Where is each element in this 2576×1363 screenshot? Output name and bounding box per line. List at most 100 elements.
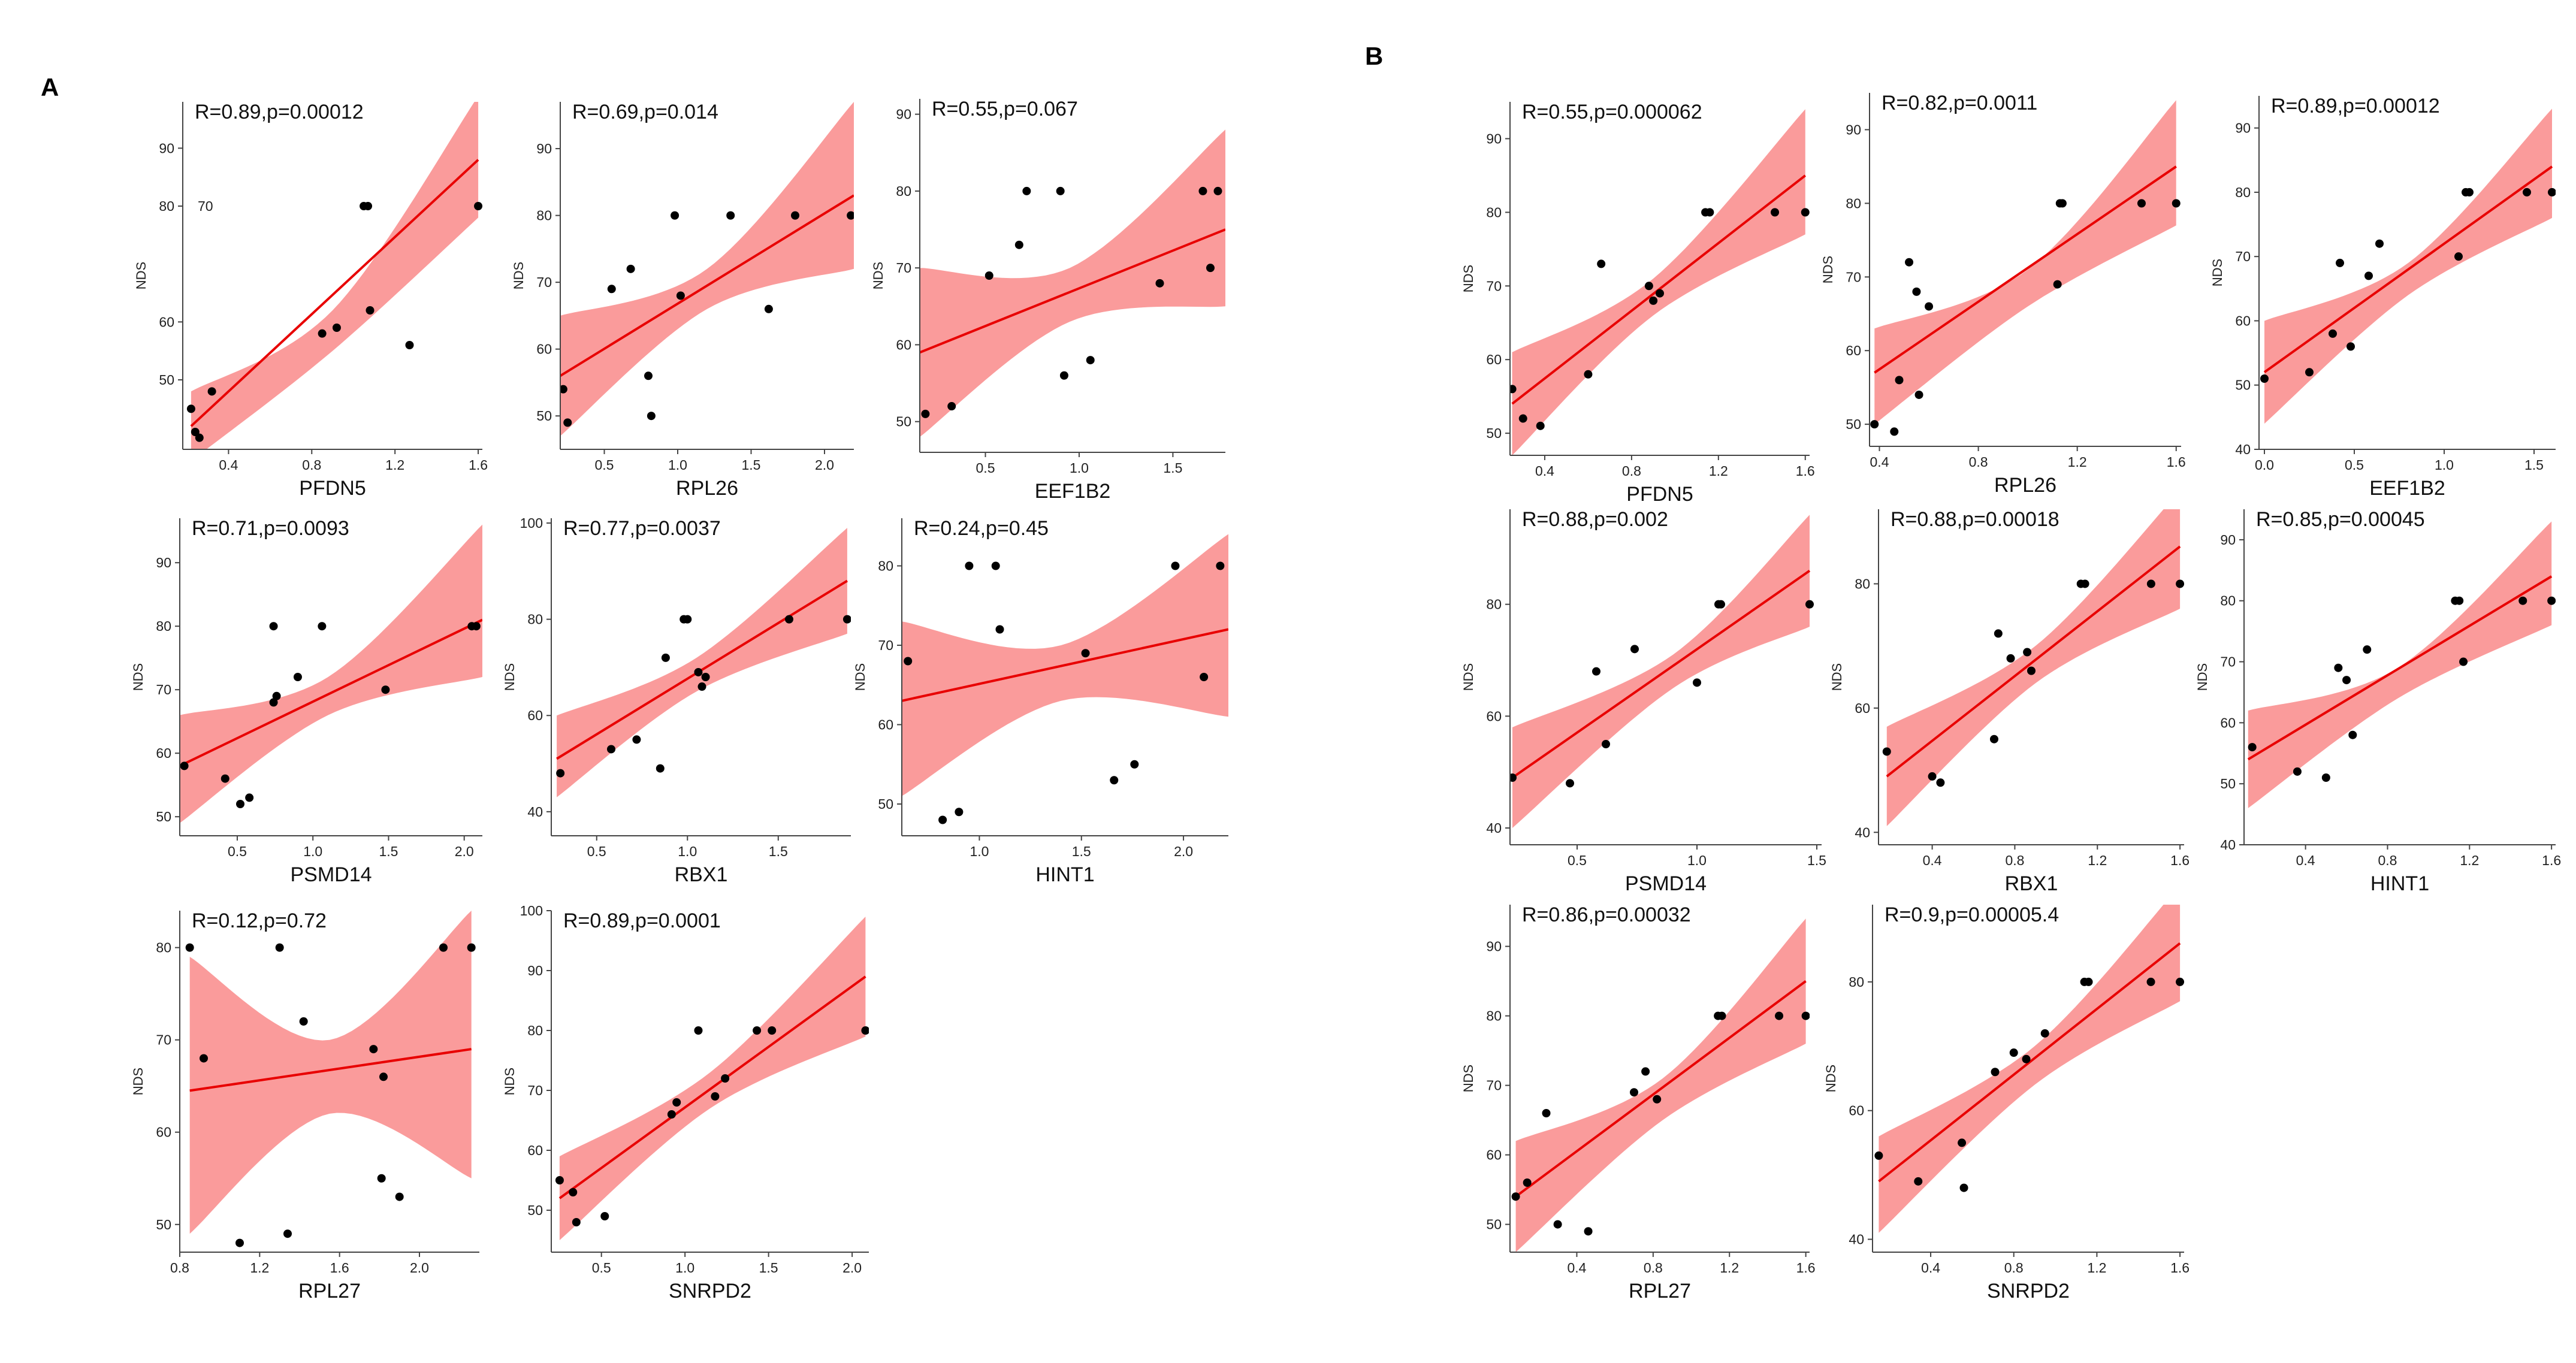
data-point — [2364, 271, 2373, 280]
data-point — [694, 1026, 703, 1035]
data-point — [221, 774, 229, 783]
data-point — [701, 673, 710, 681]
x-tick-label: 0.8 — [1969, 454, 1988, 470]
x-axis-label: HINT1 — [1035, 863, 1094, 886]
y-tick-label: 60 — [2235, 313, 2251, 328]
y-tick-label: 80 — [159, 198, 174, 214]
data-point — [1959, 1183, 1968, 1192]
data-point — [572, 1218, 581, 1226]
data-point — [2022, 1054, 2031, 1063]
plot-area — [560, 102, 854, 436]
annotation-text: 70 — [198, 198, 213, 214]
data-point — [366, 306, 375, 315]
confidence-band — [1879, 905, 2181, 1233]
y-tick-label: 80 — [527, 612, 543, 627]
x-tick-label: 0.8 — [170, 1260, 189, 1276]
x-tick-label: 1.2 — [2088, 853, 2107, 868]
data-point — [1022, 186, 1031, 195]
x-tick-label: 0.5 — [587, 844, 606, 859]
data-point — [2375, 239, 2384, 248]
plot-area — [555, 917, 869, 1240]
data-point — [1994, 629, 2003, 638]
data-point — [472, 622, 481, 631]
data-point — [647, 412, 656, 421]
x-tick-label: 1.6 — [2170, 1260, 2190, 1276]
x-tick-label: 2.0 — [455, 844, 474, 859]
data-point — [1155, 279, 1164, 288]
data-point — [560, 385, 567, 394]
data-point — [395, 1192, 404, 1201]
data-point — [1171, 561, 1180, 570]
data-point — [991, 561, 1000, 570]
data-point — [474, 202, 482, 210]
x-axis-label: PSMD14 — [290, 863, 372, 886]
x-tick-label: 2.0 — [1174, 844, 1193, 859]
correlation-stat: R=0.89,p=0.00012 — [2271, 95, 2440, 117]
y-tick-label: 40 — [2220, 837, 2236, 853]
data-point — [2523, 188, 2531, 197]
data-point — [1130, 760, 1139, 769]
data-point — [904, 657, 913, 666]
regression-line — [1515, 980, 1807, 1198]
y-tick-label: 60 — [1486, 352, 1502, 367]
scatter-chart-eef1b2-a: 50 60 70 80 90 0.5 1.0 1.5 EEF1B2 NDS R=0.55,p=0.0… — [871, 98, 1225, 503]
data-point — [2260, 374, 2269, 383]
data-point — [563, 418, 572, 427]
y-tick-label: 60 — [536, 341, 552, 357]
y-tick-label: 60 — [1486, 1147, 1502, 1163]
scatter-chart-rpl26-b: 50 60 70 80 90 0.4 0.8 1.2 1.6 RPL26 NDS R=0.82,p=0… — [1820, 92, 2186, 497]
data-point — [1991, 1068, 2000, 1077]
y-axis-label: NDS — [131, 1068, 146, 1095]
regression-line — [1878, 942, 2181, 1183]
y-axis-label: NDS — [131, 663, 146, 691]
x-tick-label: 1.0 — [675, 1260, 694, 1276]
data-point — [2040, 1029, 2049, 1038]
correlation-stat: R=0.77,p=0.0037 — [563, 517, 721, 540]
y-tick-label: 40 — [1855, 824, 1870, 840]
x-axis-label: PFDN5 — [299, 477, 366, 500]
data-point — [753, 1026, 762, 1035]
confidence-band — [191, 102, 479, 449]
data-point — [200, 1054, 208, 1063]
data-point — [555, 1176, 564, 1184]
correlation-stat: R=0.12,p=0.72 — [192, 909, 327, 932]
data-point — [791, 211, 799, 220]
regression-line — [190, 159, 479, 427]
x-tick-label: 1.0 — [668, 457, 687, 473]
data-point — [2084, 977, 2093, 986]
confidence-band — [1874, 100, 2176, 425]
correlation-stat: R=0.88,p=0.00018 — [1891, 508, 2059, 531]
confidence-band — [557, 528, 847, 797]
data-point — [272, 691, 281, 700]
data-point — [1870, 420, 1879, 429]
data-point — [607, 745, 615, 754]
x-tick-label: 0.4 — [1870, 454, 1889, 470]
data-point — [676, 291, 685, 300]
correlation-stat: R=0.71,p=0.0093 — [192, 517, 349, 540]
y-axis-label: NDS — [853, 663, 868, 691]
data-point — [2058, 199, 2067, 208]
data-point — [2137, 199, 2146, 208]
y-axis-label: NDS — [502, 663, 517, 691]
data-point — [369, 1045, 378, 1054]
data-point — [1592, 667, 1600, 676]
scatter-chart-psmd14-a: 50 60 70 80 90 0.5 1.0 1.5 2.0 PSMD14 NDS R=0.71,p=… — [131, 517, 482, 886]
data-point — [2248, 743, 2257, 752]
x-tick-label: 0.8 — [2004, 1260, 2024, 1276]
correlation-stat: R=0.89,p=0.00012 — [195, 101, 364, 123]
x-tick-label: 2.0 — [410, 1260, 429, 1276]
y-tick-label: 90 — [156, 555, 171, 570]
x-axis-label: RBX1 — [675, 863, 728, 886]
data-point — [726, 211, 735, 220]
data-point — [626, 264, 635, 273]
x-tick-label: 2.0 — [842, 1260, 862, 1276]
data-point — [207, 387, 216, 396]
data-point — [1630, 645, 1639, 654]
data-point — [600, 1212, 609, 1220]
x-tick-label: 0.5 — [595, 457, 614, 473]
data-point — [1056, 186, 1065, 195]
data-point — [947, 402, 956, 411]
data-point — [2342, 676, 2351, 685]
y-tick-label: 80 — [536, 208, 552, 223]
y-tick-label: 80 — [2220, 593, 2236, 609]
